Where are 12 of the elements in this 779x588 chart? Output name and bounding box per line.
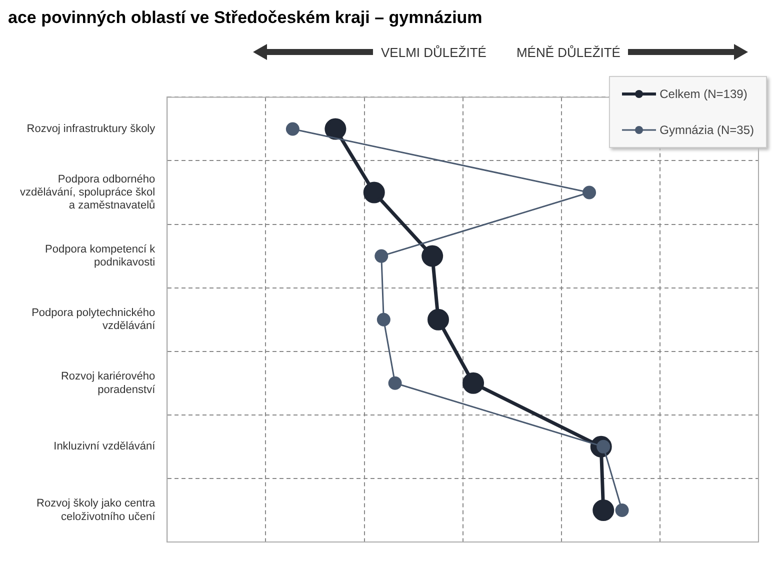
legend-label: Gymnázia (N=35) xyxy=(660,123,754,137)
y-tick-label: Rozvoj kariérového poradenství xyxy=(60,370,156,396)
y-tick-label: Rozvoj školy jako centra celoživotního učení xyxy=(36,498,156,523)
y-tick-label: Rozvoj infrastruktury školy xyxy=(26,123,156,136)
chart-title: ace povinných oblastí ve Středočeském kraji – gymnázium xyxy=(8,8,484,29)
legend-label: Celkem (N=139) xyxy=(660,87,748,101)
y-tick-label: Inkluzivní vzdělávání xyxy=(54,440,156,453)
y-tick-label: Podpora polytechnického vzdělávání xyxy=(32,307,156,332)
text: MÉNĚ DŮLEŽITÉ xyxy=(516,44,620,60)
text: VELMI DŮLEŽITÉ xyxy=(381,44,486,60)
y-tick-label: Podpora kompetencí k podnikavosti xyxy=(45,243,156,269)
y-tick-label: Podpora odborného vzdělávání, spolupráce škol a zaměstnavatelů xyxy=(20,173,156,212)
